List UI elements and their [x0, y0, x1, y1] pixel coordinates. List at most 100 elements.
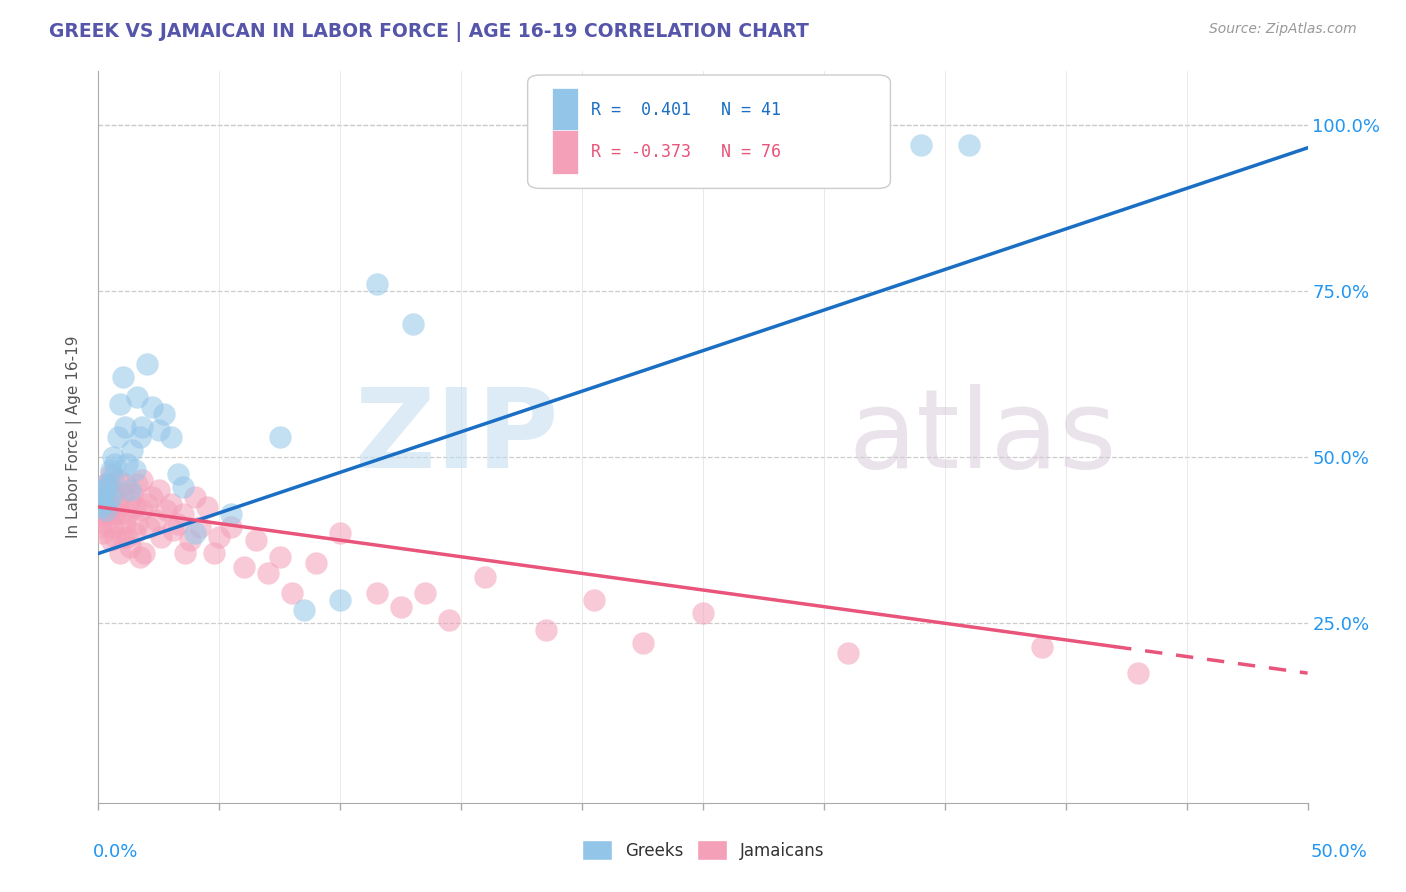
Point [437, 613, 460, 627]
Point [111, 530, 134, 544]
Point [269, 549, 291, 564]
Text: 0.0%: 0.0% [93, 843, 138, 861]
Point [413, 586, 436, 600]
Point [188, 520, 211, 534]
Point [474, 570, 496, 584]
Point [131, 473, 153, 487]
Point [100, 467, 122, 481]
Point [101, 520, 124, 534]
Point [583, 593, 606, 607]
Point [692, 607, 714, 621]
Point [167, 467, 190, 481]
Point [121, 486, 143, 500]
Point [152, 407, 174, 421]
Point [221, 507, 243, 521]
Point [118, 540, 141, 554]
Point [90, 486, 112, 500]
Point [366, 277, 388, 292]
Point [104, 530, 127, 544]
Point [162, 523, 184, 537]
Point [90, 490, 112, 504]
Text: 50.0%: 50.0% [1310, 843, 1367, 861]
Point [121, 443, 143, 458]
Point [101, 486, 124, 500]
Point [127, 516, 149, 531]
Point [107, 430, 129, 444]
Point [97, 493, 120, 508]
Legend: Greeks, Jamaicans: Greeks, Jamaicans [582, 840, 824, 860]
Point [94, 516, 117, 531]
Text: GREEK VS JAMAICAN IN LABOR FORCE | AGE 16-19 CORRELATION CHART: GREEK VS JAMAICAN IN LABOR FORCE | AGE 1… [49, 22, 808, 42]
Point [131, 503, 153, 517]
Point [148, 424, 170, 438]
Point [135, 357, 157, 371]
Point [141, 400, 163, 414]
Bar [551, 130, 578, 174]
Point [107, 473, 129, 487]
Point [134, 546, 156, 560]
Point [100, 463, 122, 477]
Point [329, 593, 352, 607]
Point [150, 530, 173, 544]
Point [114, 516, 136, 531]
Point [108, 507, 131, 521]
Point [141, 490, 163, 504]
Point [124, 463, 146, 477]
Point [124, 526, 146, 541]
Point [117, 530, 139, 544]
Point [160, 497, 183, 511]
Point [100, 533, 122, 548]
Text: Source: ZipAtlas.com: Source: ZipAtlas.com [1209, 22, 1357, 37]
Point [910, 137, 932, 152]
Point [269, 430, 291, 444]
Point [145, 513, 167, 527]
Point [245, 533, 267, 548]
Point [135, 497, 157, 511]
Point [208, 530, 231, 544]
Point [292, 603, 315, 617]
Point [128, 430, 150, 444]
Point [167, 516, 190, 531]
Point [97, 476, 120, 491]
Point [837, 646, 859, 660]
Point [91, 486, 114, 500]
Point [329, 526, 352, 541]
Point [124, 500, 146, 514]
Point [117, 507, 139, 521]
Point [111, 486, 134, 500]
Point [179, 533, 201, 548]
Point [114, 420, 136, 434]
Point [204, 546, 226, 560]
Point [118, 493, 141, 508]
Text: R =  0.401   N = 41: R = 0.401 N = 41 [591, 101, 780, 120]
Point [184, 526, 207, 541]
Point [90, 500, 112, 514]
Point [389, 599, 412, 614]
Point [114, 476, 136, 491]
Point [232, 559, 254, 574]
Point [108, 397, 131, 411]
Point [172, 480, 194, 494]
Point [366, 586, 388, 600]
Point [131, 420, 153, 434]
Point [94, 493, 117, 508]
Text: atlas: atlas [848, 384, 1116, 491]
Point [631, 636, 654, 650]
Point [184, 490, 207, 504]
Point [155, 503, 177, 517]
Point [94, 476, 117, 491]
Text: R = -0.373   N = 76: R = -0.373 N = 76 [591, 143, 780, 161]
Point [174, 546, 197, 560]
Point [1128, 666, 1150, 681]
Point [128, 549, 150, 564]
Point [160, 430, 183, 444]
Point [111, 370, 134, 384]
Point [1031, 640, 1053, 654]
Point [305, 557, 328, 571]
Point [91, 497, 114, 511]
Point [97, 507, 120, 521]
Point [90, 520, 112, 534]
Point [107, 497, 129, 511]
Point [957, 137, 980, 152]
Point [127, 476, 149, 491]
